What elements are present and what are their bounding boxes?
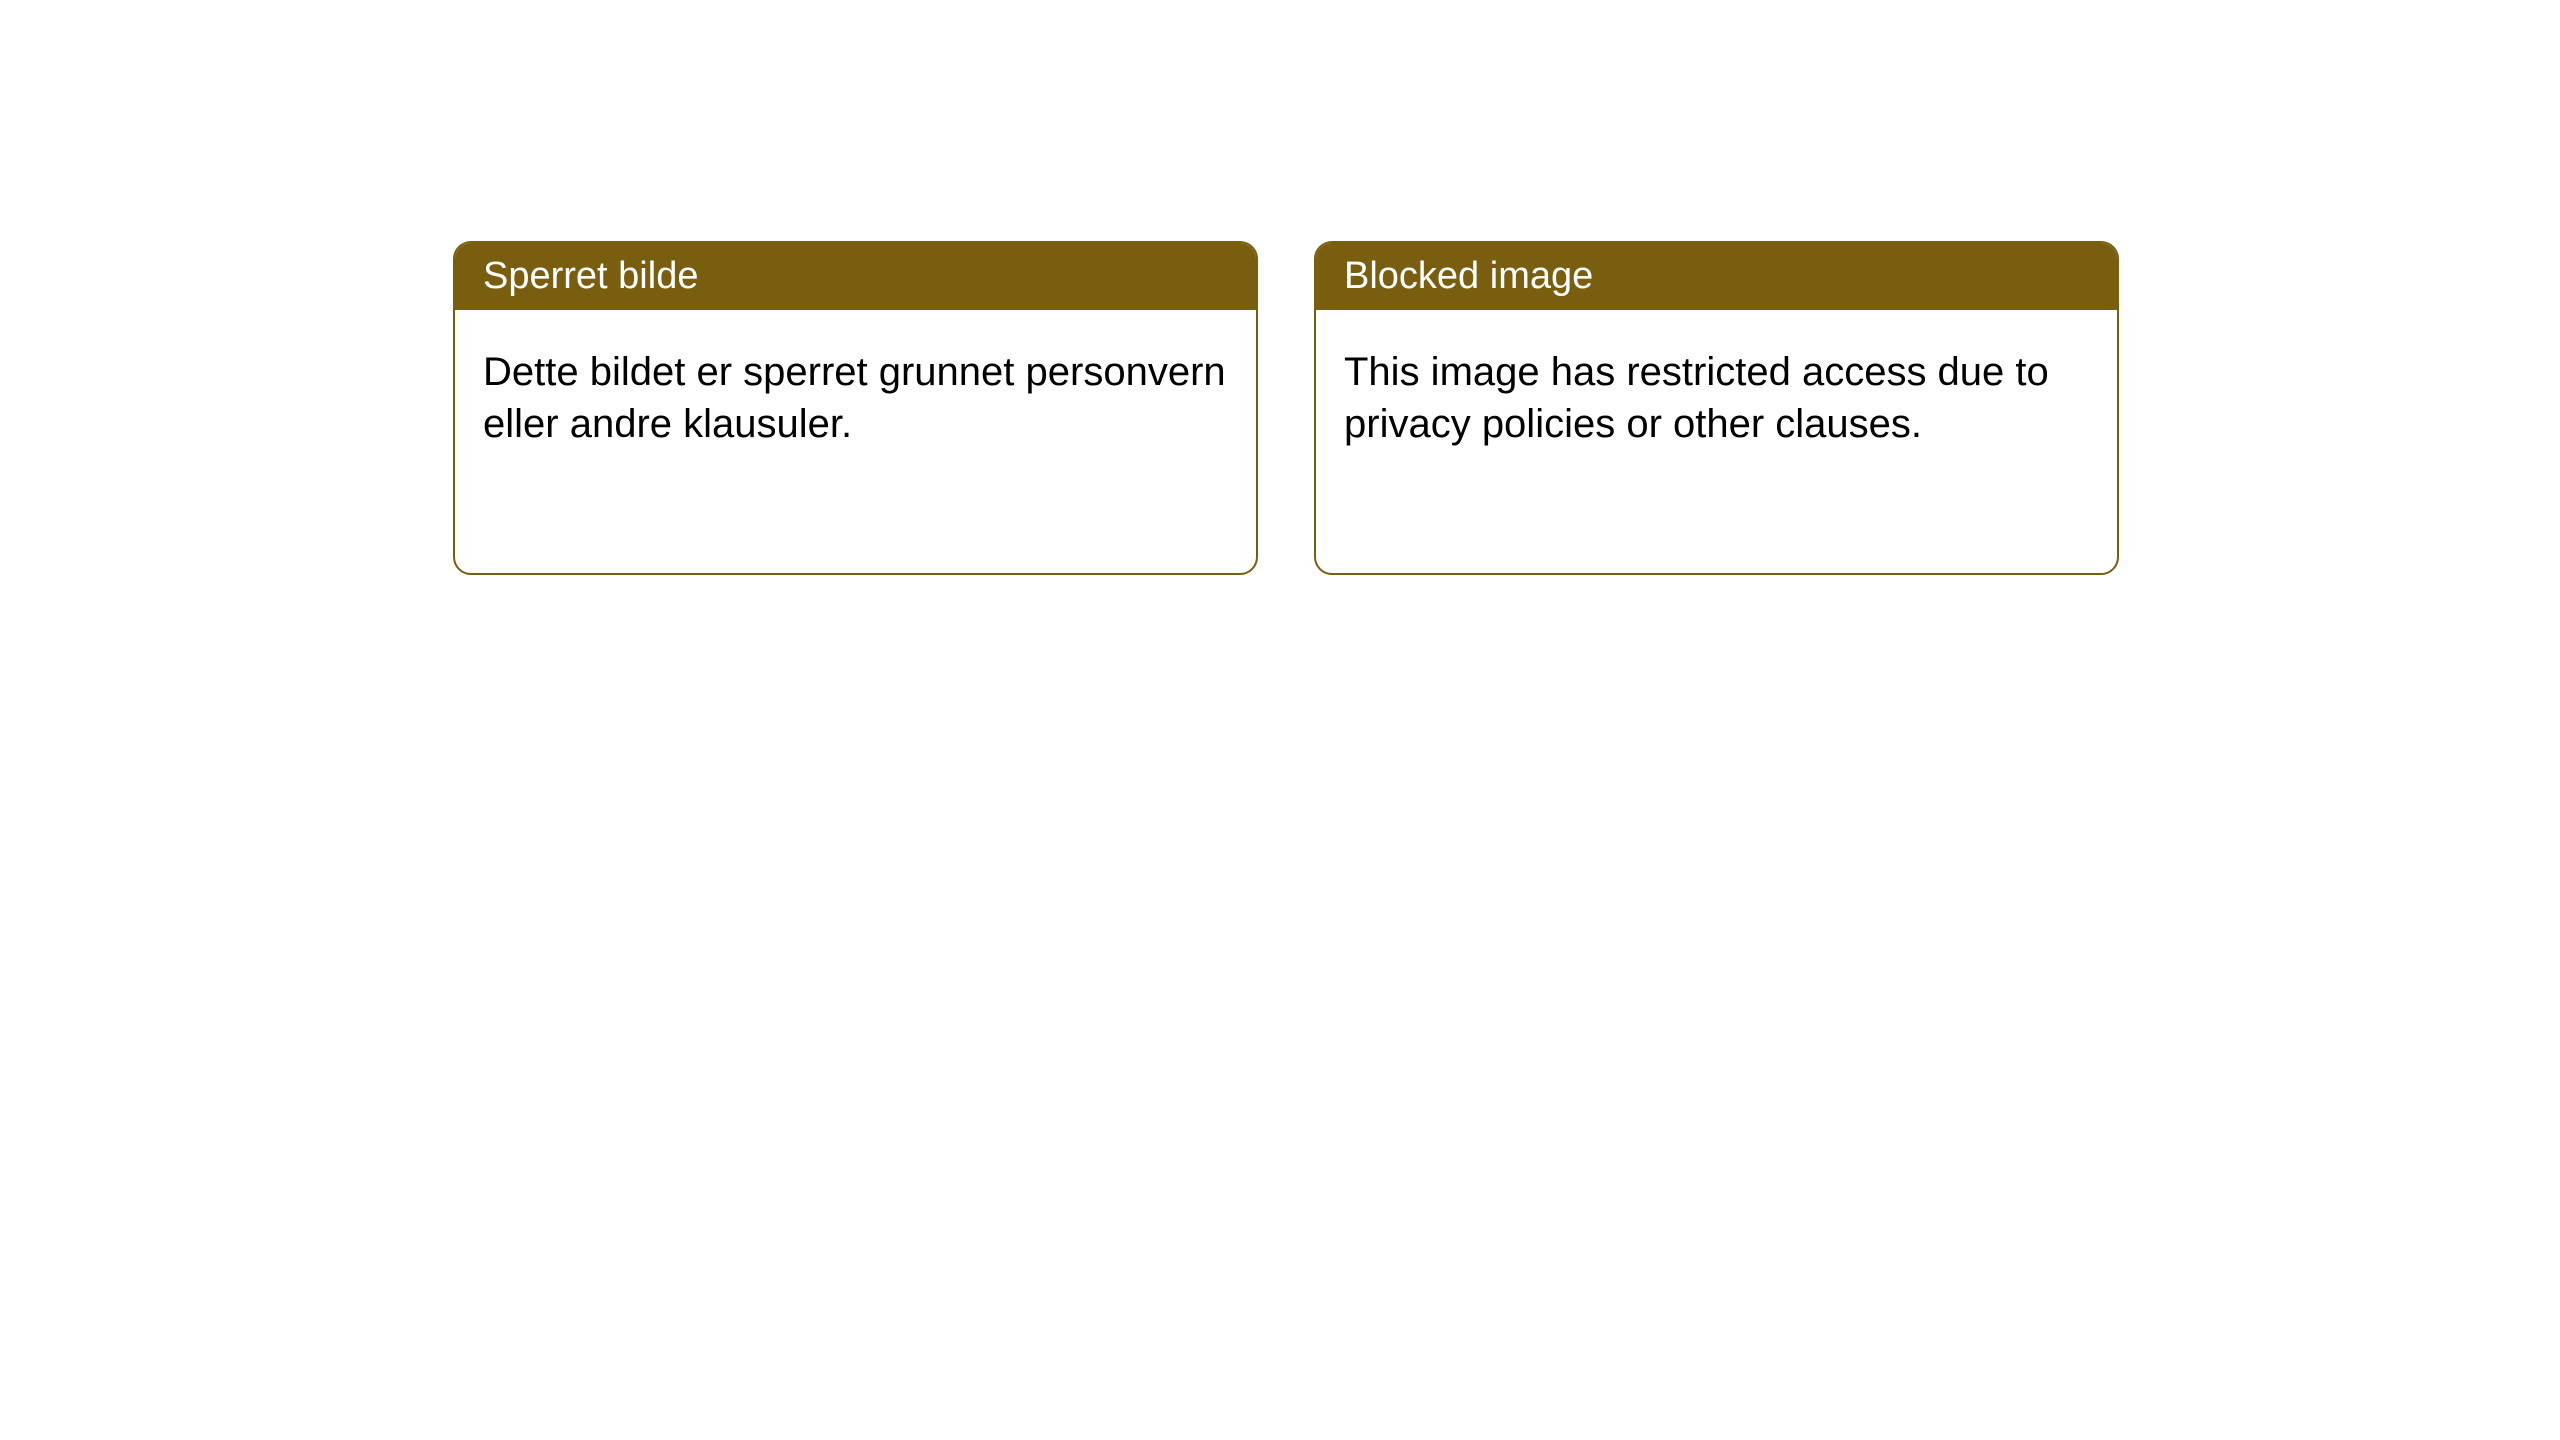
- card-title: Blocked image: [1344, 255, 1593, 297]
- notice-card-english: Blocked image This image has restricted …: [1314, 241, 2119, 575]
- card-body-text: This image has restricted access due to …: [1344, 350, 2049, 446]
- card-header: Blocked image: [1316, 243, 2117, 310]
- card-title: Sperret bilde: [483, 255, 698, 297]
- card-header: Sperret bilde: [455, 243, 1256, 310]
- card-body: Dette bildet er sperret grunnet personve…: [455, 310, 1256, 486]
- card-body-text: Dette bildet er sperret grunnet personve…: [483, 350, 1226, 446]
- card-body: This image has restricted access due to …: [1316, 310, 2117, 486]
- notice-card-norwegian: Sperret bilde Dette bildet er sperret gr…: [453, 241, 1258, 575]
- notice-cards-container: Sperret bilde Dette bildet er sperret gr…: [0, 0, 2560, 575]
